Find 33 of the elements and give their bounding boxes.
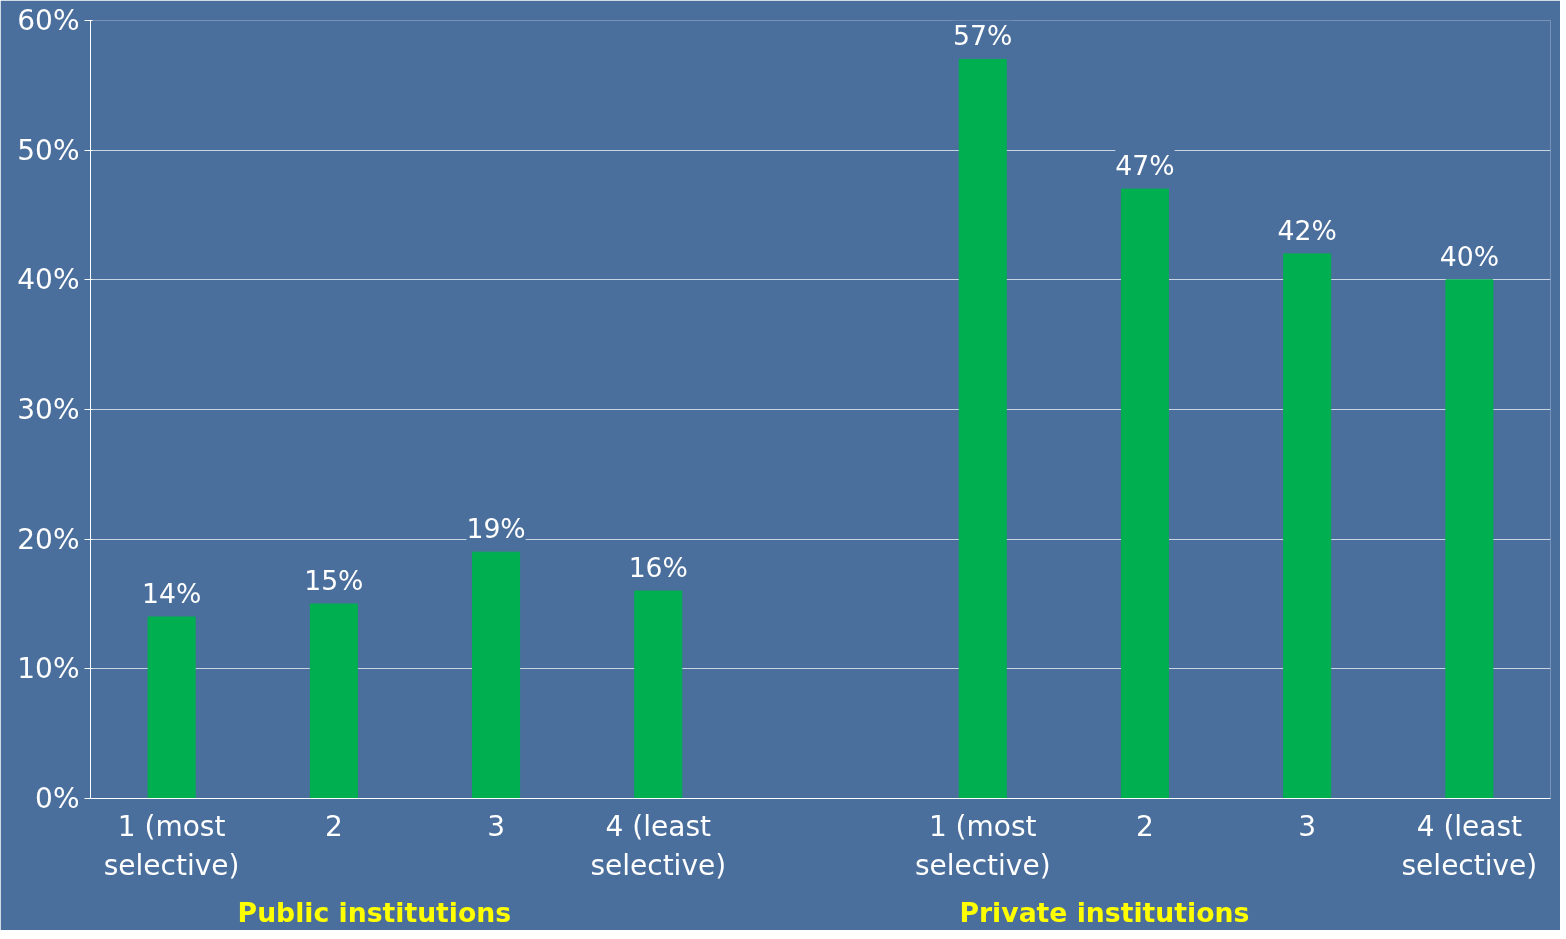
x-tick-label: 3 <box>487 809 505 843</box>
data-label: 14% <box>141 577 202 609</box>
x-tick-label: 4 (least selective) <box>1401 809 1538 883</box>
data-label: 19% <box>466 513 526 545</box>
data-label: 15% <box>304 565 364 596</box>
x-tick-label: 2 <box>324 809 343 843</box>
y-tick-label: 30% <box>17 393 80 426</box>
data-label: 57% <box>953 20 1013 52</box>
y-tick-label: 10% <box>17 652 80 686</box>
bar <box>472 551 521 799</box>
text: Private institutions <box>959 896 1250 928</box>
x-tick-label: 1 (most selective) <box>103 809 240 883</box>
x-tick-label: 2 <box>1136 809 1154 843</box>
data-label: 40% <box>1439 240 1500 272</box>
text: Public institutions <box>237 896 512 928</box>
bar <box>147 616 196 799</box>
bar <box>1283 253 1332 799</box>
bar <box>309 603 358 799</box>
bar <box>1445 279 1494 799</box>
y-tick-label: 50% <box>17 133 80 167</box>
y-tick-label: 0% <box>35 782 80 815</box>
x-tick-label: 3 <box>1298 809 1317 843</box>
bar <box>958 58 1007 799</box>
bar <box>1120 188 1169 799</box>
data-label: 42% <box>1277 214 1337 246</box>
data-label: 16% <box>628 552 688 584</box>
bar <box>634 590 683 799</box>
y-tick-label: 40% <box>17 263 80 297</box>
y-tick-label: 20% <box>17 522 80 556</box>
x-tick-label: 1 (most selective) <box>914 809 1051 883</box>
x-tick-label: 4 (least selective) <box>590 809 727 883</box>
y-tick-label: 60% <box>17 4 80 37</box>
data-label: 47% <box>1115 150 1175 182</box>
